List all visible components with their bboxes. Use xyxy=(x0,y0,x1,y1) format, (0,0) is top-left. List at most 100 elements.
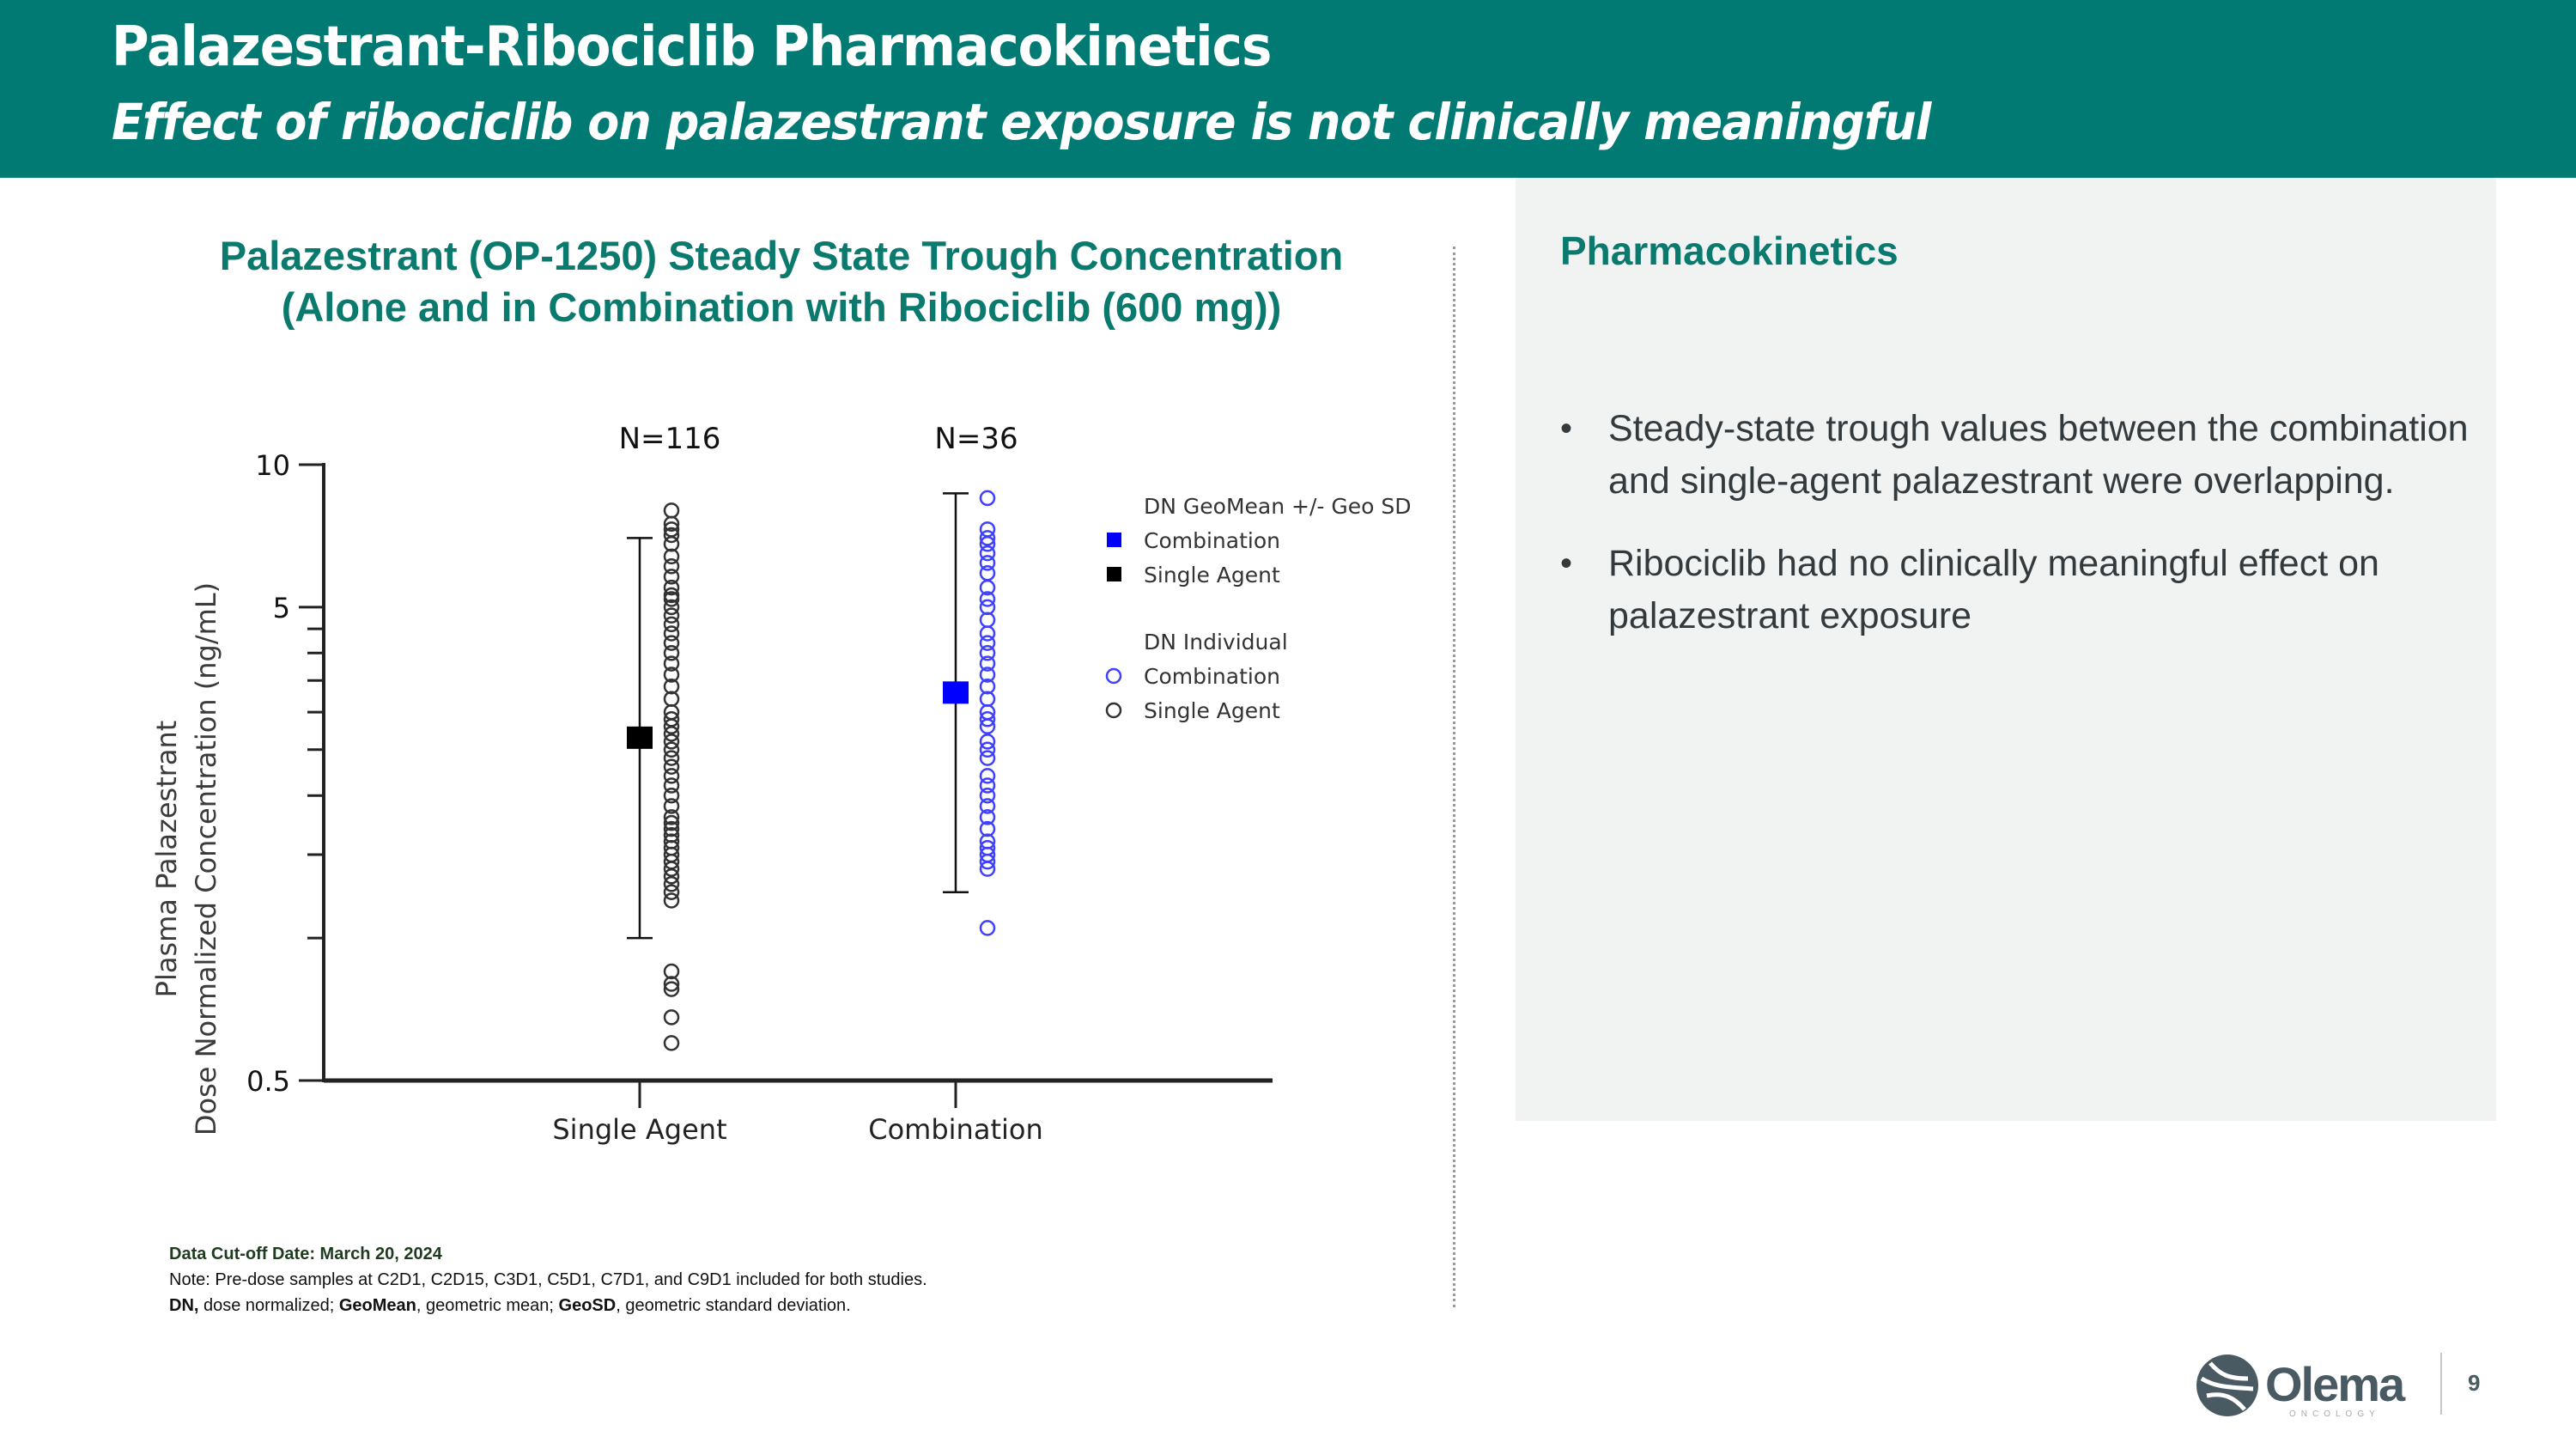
individual-point xyxy=(663,1009,680,1026)
legend-text: Single Agent xyxy=(1144,698,1280,723)
logo-subtext: ONCOLOGY xyxy=(2289,1409,2380,1419)
x-tick-label: Combination xyxy=(868,1113,1042,1146)
individual-point xyxy=(663,876,680,892)
individual-point xyxy=(979,861,996,877)
individual-point xyxy=(663,548,680,565)
bullet-icon: • xyxy=(1560,545,1573,582)
geomean-marker xyxy=(627,726,653,749)
individual-point xyxy=(663,963,680,980)
individual-point xyxy=(979,787,996,804)
individual-point xyxy=(979,798,996,814)
data-cutoff-date: Data Cut-off Date: March 20, 2024 xyxy=(169,1245,442,1263)
individual-point xyxy=(663,726,680,742)
chart-legend: DN GeoMean +/- Geo SD Combination Single A… xyxy=(1105,494,1411,723)
page-number: 9 xyxy=(2468,1370,2481,1396)
individual-point xyxy=(663,976,680,992)
individual-point xyxy=(663,777,680,794)
individual-point xyxy=(663,734,680,750)
individual-point xyxy=(979,591,996,607)
individual-point xyxy=(663,718,680,734)
n-label: N=36 xyxy=(934,422,1018,456)
bullet-text: Ribociclib had no clinically meaningful … xyxy=(1608,543,2379,636)
abbr-dn-text: dose normalized; xyxy=(198,1296,339,1315)
legend-circle-icon xyxy=(1105,667,1122,685)
individual-point xyxy=(663,515,680,533)
individual-point xyxy=(979,667,996,683)
olema-logo-icon xyxy=(2196,1355,2258,1416)
n-label: N=116 xyxy=(619,422,721,456)
legend-text: Combination xyxy=(1144,664,1280,689)
slide-subtitle: Effect of ribociclib on palazestrant exp… xyxy=(112,93,1931,151)
individual-point xyxy=(663,599,680,616)
individual-point xyxy=(663,892,680,909)
geomean-marker xyxy=(943,681,969,704)
individual-point xyxy=(663,616,680,633)
individual-point xyxy=(663,635,680,651)
individual-point xyxy=(663,678,680,695)
abbr-geomean-text: , geometric mean; xyxy=(416,1296,559,1315)
footnote: Data Cut-off Date: March 20, 2024 Note: … xyxy=(169,1241,927,1318)
y-tick-label: 5 xyxy=(273,592,290,624)
y-axis-label-line2: Dose Normalized Concentration (ng/mL) xyxy=(190,582,222,1135)
bullet-item: • Steady-state trough values between the… xyxy=(1560,403,2470,508)
chart-title-line1: Palazestrant (OP-1250) Steady State Trou… xyxy=(219,233,1344,278)
footnote-abbreviations: DN, dose normalized; GeoMean, geometric … xyxy=(169,1293,927,1318)
individual-point xyxy=(979,768,996,784)
chart-title-line2: (Alone and in Combination with Ribocicli… xyxy=(281,284,1282,330)
individual-point xyxy=(663,569,680,585)
bullet-text: Steady-state trough values between the c… xyxy=(1608,408,2469,502)
individual-point xyxy=(979,853,996,870)
abbr-geomean: GeoMean xyxy=(338,1296,416,1315)
legend-square-icon xyxy=(1107,533,1121,547)
slide-title: Palazestrant-Ribociclib Pharmacokinetics xyxy=(112,15,1272,79)
individual-point xyxy=(663,861,680,877)
individual-point xyxy=(663,667,680,683)
scatter-chart: Plasma Palazestrant Dose Normalized Conc… xyxy=(150,422,1411,1146)
legend-text: Combination xyxy=(1144,528,1280,553)
y-axis-ticks: 10 5 0.5 xyxy=(246,449,324,1098)
abbr-dn: DN, xyxy=(169,1296,199,1315)
legend-square-icon xyxy=(1107,567,1121,581)
logo-wordmark: Olema xyxy=(2265,1357,2405,1411)
individual-point xyxy=(979,490,996,507)
individual-point xyxy=(663,758,680,776)
individual-point xyxy=(663,868,680,885)
individual-point xyxy=(979,530,996,546)
vertical-divider xyxy=(1453,247,1455,1307)
individual-point xyxy=(979,809,996,825)
individual-point xyxy=(663,591,680,607)
legend-text: DN Individual xyxy=(1144,630,1288,654)
footnote-note: Note: Pre-dose samples at C2D1, C2D15, C… xyxy=(169,1270,927,1289)
panel-title: Pharmacokinetics xyxy=(1560,228,1899,273)
y-axis-label-line1: Plasma Palazestrant xyxy=(150,721,183,998)
individual-point xyxy=(663,981,680,997)
individual-point xyxy=(663,558,680,575)
y-axis-label: Plasma Palazestrant Dose Normalized Conc… xyxy=(150,582,222,1135)
individual-point xyxy=(979,777,996,794)
x-axis-ticks: Single Agent Combination xyxy=(552,1081,1043,1146)
individual-point xyxy=(979,820,996,837)
individual-point xyxy=(979,711,996,728)
individual-point xyxy=(663,809,680,825)
individual-point xyxy=(663,645,680,661)
legend-text: Single Agent xyxy=(1144,563,1280,588)
individual-point xyxy=(979,645,996,661)
individual-point xyxy=(979,734,996,750)
bullet-item: • Ribociclib had no clinically meaningfu… xyxy=(1560,538,2470,642)
chart-series xyxy=(627,490,996,1051)
individual-point xyxy=(979,635,996,651)
individual-point xyxy=(979,536,996,552)
individual-point xyxy=(663,798,680,814)
bullet-icon: • xyxy=(1560,410,1573,447)
y-tick-label: 0.5 xyxy=(246,1065,290,1098)
individual-point xyxy=(979,678,996,695)
individual-point xyxy=(663,502,680,519)
individual-point xyxy=(663,820,680,837)
legend-circle-icon xyxy=(1105,702,1122,719)
individual-point xyxy=(663,527,680,544)
individual-point xyxy=(663,625,680,642)
individual-point xyxy=(663,579,680,596)
individual-point xyxy=(979,555,996,571)
individual-point xyxy=(979,579,996,596)
n-labels: N=116 N=36 xyxy=(619,422,1018,456)
